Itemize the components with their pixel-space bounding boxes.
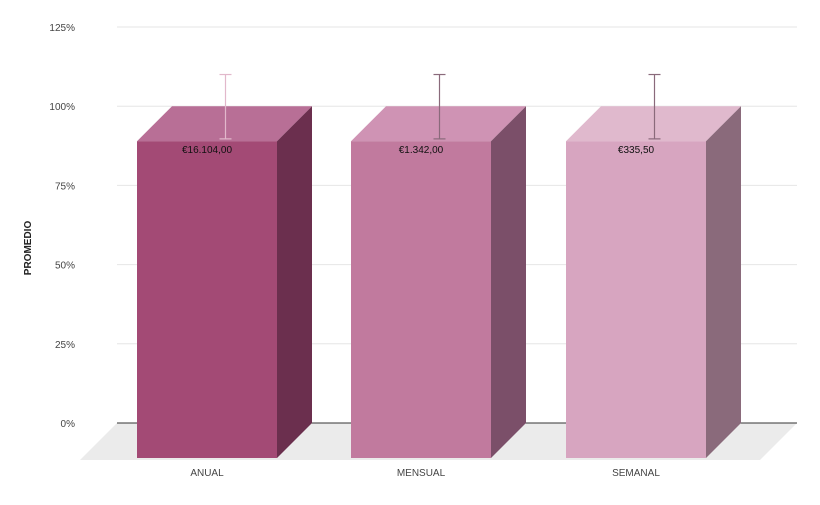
bar-side-face (491, 106, 526, 458)
x-tick-label: ANUAL (190, 468, 224, 479)
x-tick-label: MENSUAL (397, 468, 446, 479)
bar (137, 141, 277, 458)
x-tick-label: SEMANAL (612, 468, 660, 479)
bar (566, 141, 706, 458)
data-label: €16.104,00 (182, 145, 232, 156)
error-bar (219, 73, 232, 140)
y-axis-title: PROMEDIO (23, 221, 34, 276)
bar-side-face (277, 106, 312, 458)
y-tick-label: 75% (55, 181, 75, 192)
bar-top-face (566, 106, 741, 142)
y-tick-label: 0% (61, 419, 76, 430)
y-tick-label: 25% (55, 340, 75, 351)
data-label: €335,50 (618, 145, 655, 156)
bar (351, 141, 491, 458)
y-tick-label: 100% (49, 102, 75, 113)
bar-top-face (351, 106, 526, 142)
bar-side-face (706, 106, 741, 458)
data-label: €1.342,00 (399, 145, 444, 156)
error-bar (648, 73, 661, 140)
y-tick-label: 50% (55, 261, 75, 272)
y-tick-label: 125% (49, 23, 75, 34)
bar-top-face (137, 106, 312, 142)
error-bar (433, 73, 446, 140)
